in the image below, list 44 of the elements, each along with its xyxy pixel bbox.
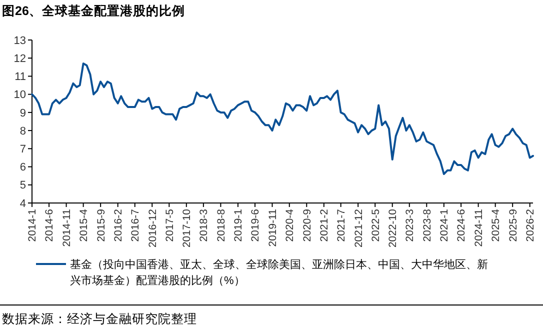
x-tick-label: 2018-8 (215, 208, 228, 242)
x-tick-label: 2014-6 (44, 208, 56, 242)
y-tick-label: 9 (20, 107, 26, 120)
legend-label: 基金（投向中国香港、亚太、全球、全球除美国、亚洲除日本、中国、大中华地区、新兴市场基金）配置港股的比例（%） (70, 258, 488, 287)
x-tick-label: 2018-3 (198, 208, 210, 242)
x-tick-label: 2022-5 (370, 208, 382, 242)
x-tick-label: 2025-4 (490, 208, 502, 242)
y-tick-label: 7 (20, 144, 26, 156)
y-tick-label: 5 (20, 180, 26, 192)
x-tick-label: 2025-9 (507, 208, 520, 242)
y-tick-label: 13 (14, 34, 26, 47)
x-tick-label: 2016-12 (146, 208, 159, 248)
chart-title: 图26、全球基金配置港股的比例 (2, 3, 185, 18)
x-tick-label: 2024-1 (438, 208, 451, 242)
line-series (31, 62, 534, 176)
x-tick-label: 2014-1 (26, 208, 39, 242)
x-tick-label: 2023-8 (421, 208, 434, 242)
x-tick-label: 2019-6 (250, 208, 262, 242)
x-tick-label: 2017-10 (181, 208, 194, 248)
x-tick-label: 2015-9 (95, 208, 108, 242)
x-tick-label: 2021-12 (352, 208, 365, 248)
x-tick-label: 2019-1 (232, 208, 245, 242)
x-tick-label: 2023-3 (404, 208, 416, 242)
x-tick-label: 2020-9 (301, 208, 314, 242)
x-tick-label: 2017-5 (164, 208, 176, 242)
y-tick-label: 11 (14, 71, 26, 84)
x-tick-label: 2021-2 (318, 208, 331, 242)
x-tick-label: 2026-2 (524, 208, 537, 242)
x-tick-label: 2016-7 (130, 208, 142, 242)
x-tick-label: 2019-11 (266, 208, 279, 247)
x-tick-label: 2021-7 (335, 208, 348, 242)
x-tick-label: 2016-2 (112, 208, 125, 242)
y-tick-label: 8 (20, 125, 26, 138)
y-tick-label: 6 (20, 162, 26, 174)
y-tick-label: 10 (14, 89, 26, 102)
x-tick-label: 2015-4 (78, 208, 90, 242)
x-tick-label: 2022-10 (387, 208, 400, 248)
y-tick-label: 12 (14, 52, 26, 65)
x-tick-label: 2014-11 (60, 208, 73, 247)
source-note: 数据来源：经济与金融研究院整理 (2, 312, 197, 326)
x-tick-label: 2024-11 (472, 208, 485, 247)
x-tick-label: 2020-4 (284, 208, 296, 242)
y-tick-label: 4 (20, 198, 26, 210)
x-tick-label: 2024-6 (456, 208, 468, 242)
